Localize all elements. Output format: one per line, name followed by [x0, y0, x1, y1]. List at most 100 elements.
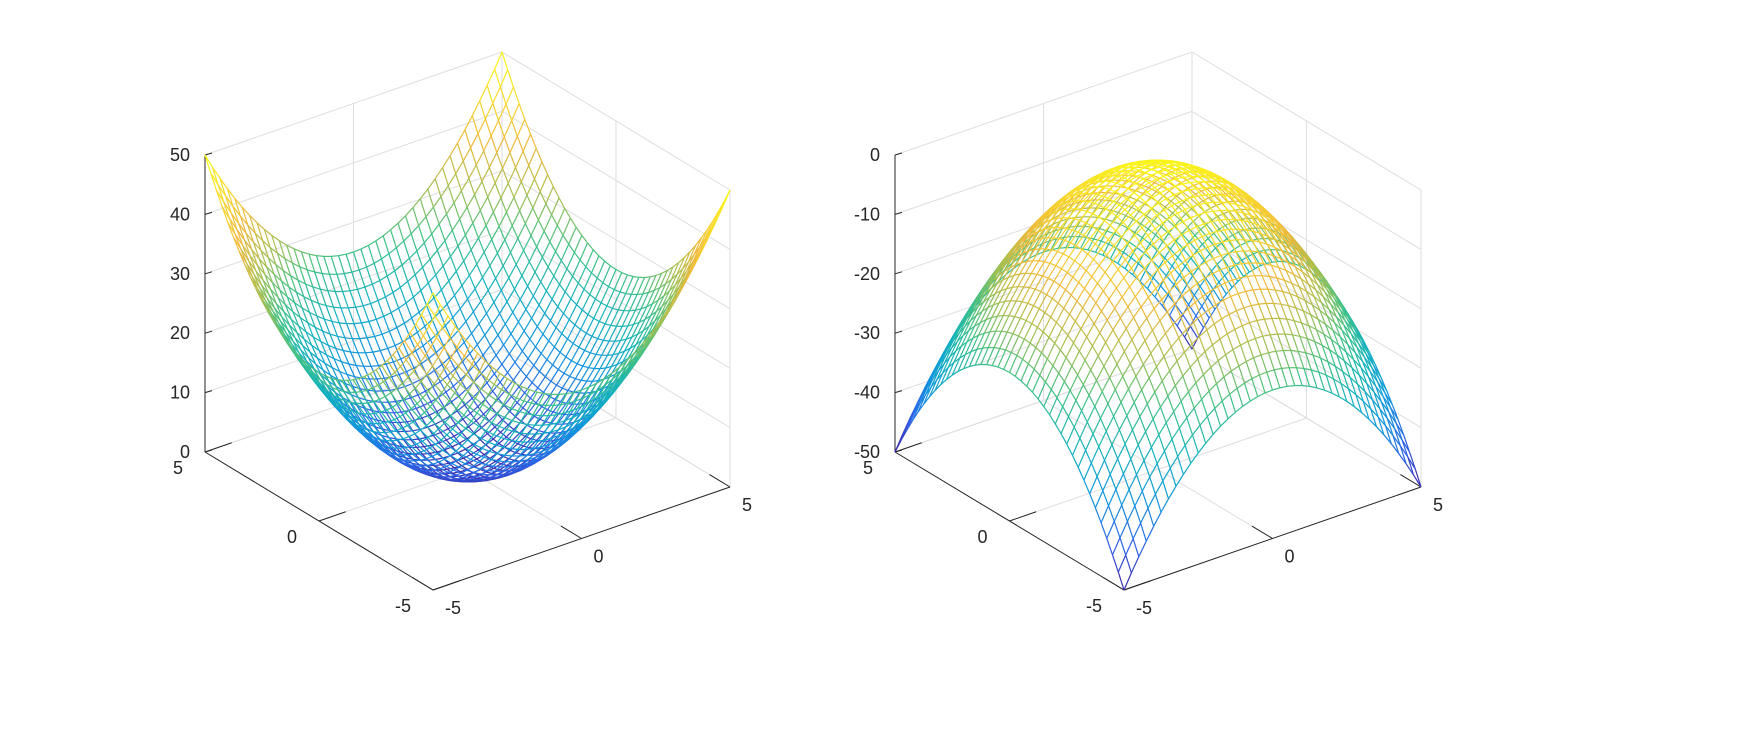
mesh-line: [527, 285, 534, 297]
mesh-line: [397, 403, 407, 414]
mesh-line: [533, 161, 543, 180]
mesh-line: [1146, 166, 1153, 170]
mesh-line: [1204, 181, 1213, 184]
mesh-line: [576, 363, 584, 367]
mesh-line: [258, 258, 266, 275]
mesh-line: [447, 173, 457, 186]
mesh-line: [399, 412, 407, 418]
mesh-line: [466, 469, 475, 474]
mesh-line: [406, 454, 415, 462]
mesh-line: [540, 281, 547, 292]
mesh-line: [481, 469, 488, 475]
mesh-line: [380, 258, 388, 277]
mesh-line: [496, 446, 504, 455]
mesh-line: [331, 367, 339, 380]
wall-grid-z: [501, 110, 731, 250]
mesh-line: [498, 454, 505, 462]
mesh-line: [477, 406, 484, 415]
mesh-line: [249, 255, 257, 271]
mesh-line: [1056, 228, 1063, 240]
mesh-line: [333, 358, 341, 372]
mesh-line: [603, 339, 610, 342]
mesh-line: [440, 196, 448, 215]
mesh-line: [534, 415, 541, 426]
mesh-line: [412, 296, 420, 313]
mesh-line: [1224, 225, 1234, 236]
mesh-line: [411, 344, 419, 353]
mesh-line: [714, 206, 724, 224]
y-tick-label: -5: [395, 596, 411, 616]
mesh-line: [400, 366, 409, 379]
mesh-line: [318, 371, 325, 377]
mesh-line: [468, 449, 477, 455]
mesh-line: [225, 195, 234, 207]
mesh-line: [320, 380, 329, 393]
mesh-line: [652, 299, 659, 305]
mesh-line: [379, 275, 388, 282]
mesh-line: [447, 428, 455, 437]
mesh-line: [404, 215, 412, 234]
mesh-line: [531, 317, 538, 327]
mesh-line: [622, 325, 628, 327]
mesh-line: [410, 443, 417, 447]
mesh-line: [318, 349, 327, 356]
mesh-line: [333, 306, 341, 309]
mesh-line: [324, 318, 332, 322]
mesh-line: [310, 300, 318, 317]
mesh-line: [1211, 182, 1219, 190]
mesh-line: [275, 303, 283, 318]
mesh-line: [467, 439, 476, 446]
mesh-line: [395, 453, 404, 461]
mesh-line: [341, 361, 350, 365]
mesh-line: [394, 444, 403, 448]
mesh-line: [326, 354, 333, 368]
mesh-line: [570, 413, 577, 416]
mesh-line: [280, 280, 288, 297]
mesh-line: [489, 265, 497, 279]
mesh-line: [1117, 204, 1125, 213]
mesh-line: [336, 378, 342, 381]
x-tick-mark: [560, 525, 582, 539]
mesh-line: [1164, 200, 1172, 208]
mesh-line: [474, 437, 481, 446]
mesh-line: [232, 206, 241, 217]
mesh-line: [500, 197, 508, 213]
mesh-line: [299, 317, 307, 333]
mesh-line: [432, 206, 440, 225]
mesh-line: [366, 337, 374, 353]
mesh-line: [1253, 205, 1260, 214]
mesh-line: [355, 424, 365, 434]
mesh-line: [536, 246, 543, 258]
mesh-line: [330, 256, 338, 275]
mesh-line: [440, 439, 449, 447]
mesh-line: [416, 242, 425, 252]
mesh-line: [560, 401, 567, 404]
z-tick-label: 30: [170, 264, 190, 284]
mesh-line: [333, 395, 342, 407]
mesh-line: [547, 251, 557, 268]
mesh-line: [504, 239, 512, 253]
mesh-line: [1187, 167, 1194, 173]
mesh-line: [515, 264, 523, 276]
mesh-line: [314, 326, 323, 332]
mesh-line: [330, 377, 337, 381]
mesh-line: [521, 386, 530, 391]
mesh-line: [531, 371, 541, 383]
mesh-line: [541, 415, 549, 426]
mesh-line: [594, 282, 604, 300]
mesh-line: [1131, 206, 1140, 212]
mesh-line: [401, 425, 408, 429]
mesh-line: [617, 293, 627, 311]
mesh-line: [532, 281, 542, 297]
mesh-line: [537, 376, 546, 389]
mesh-line: [477, 133, 485, 152]
mesh-line: [397, 438, 404, 441]
mesh-line: [475, 413, 484, 422]
y-tick-mark: [318, 511, 346, 522]
mesh-line: [473, 381, 482, 390]
mesh-line: [483, 413, 490, 422]
mesh-line: [578, 404, 586, 415]
mesh-line: [499, 86, 507, 105]
mesh-line: [557, 356, 567, 370]
mesh-line: [506, 420, 513, 430]
